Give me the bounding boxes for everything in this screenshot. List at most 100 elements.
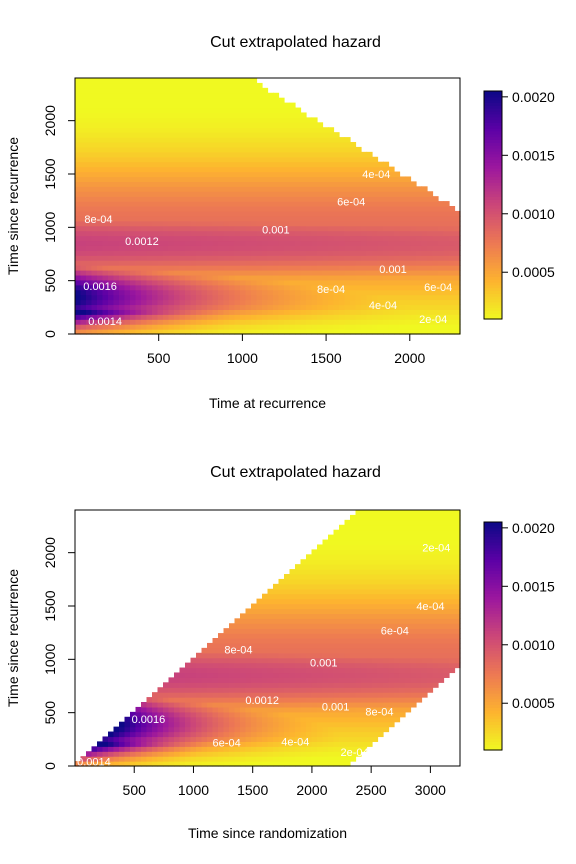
heatmap-cell xyxy=(141,92,148,99)
heatmap-cell xyxy=(135,201,142,207)
heatmap-cell xyxy=(339,255,346,261)
heatmap-cell xyxy=(333,721,340,728)
heatmap-cell xyxy=(174,741,181,747)
heatmap-cell xyxy=(157,692,164,698)
heatmap-cell xyxy=(366,274,373,281)
heatmap-cell xyxy=(75,151,82,158)
heatmap-cell xyxy=(317,324,324,330)
heatmap-cell xyxy=(262,137,269,143)
heatmap-cell xyxy=(295,107,302,114)
heatmap-cell xyxy=(267,201,274,207)
heatmap-cell xyxy=(240,171,247,178)
heatmap-cell xyxy=(267,682,274,688)
heatmap-cell xyxy=(141,294,148,301)
heatmap-cell xyxy=(344,137,351,143)
heatmap-cell xyxy=(256,304,263,310)
heatmap-cell xyxy=(311,215,318,222)
heatmap-cell xyxy=(75,166,82,173)
heatmap-cell xyxy=(152,87,159,94)
heatmap-cell xyxy=(454,284,461,291)
heatmap-cell xyxy=(190,692,197,698)
heatmap-cell xyxy=(311,166,318,173)
heatmap-cell xyxy=(152,102,159,109)
heatmap-cell xyxy=(262,721,269,728)
heatmap-cell xyxy=(322,618,329,624)
heatmap-cell xyxy=(284,215,291,222)
heatmap-cell xyxy=(300,225,307,232)
heatmap-cell xyxy=(262,593,269,600)
heatmap-cell xyxy=(207,304,214,310)
heatmap-cell xyxy=(234,146,241,153)
heatmap-cell xyxy=(223,260,230,266)
heatmap-cell xyxy=(102,176,109,182)
heatmap-cell xyxy=(278,741,285,747)
heatmap-cell xyxy=(190,309,197,315)
heatmap-cell xyxy=(245,230,252,237)
heatmap-cell xyxy=(366,741,373,747)
heatmap-cell xyxy=(152,756,159,762)
heatmap-cell xyxy=(80,191,87,197)
heatmap-cell xyxy=(245,102,252,109)
heatmap-cell xyxy=(383,603,390,610)
heatmap-cell xyxy=(399,657,406,664)
heatmap-cell xyxy=(223,255,230,261)
heatmap-cell xyxy=(218,751,225,757)
heatmap-cell xyxy=(130,756,137,762)
heatmap-cell xyxy=(399,314,406,320)
heatmap-cell xyxy=(196,756,203,762)
heatmap-cell xyxy=(196,294,203,301)
heatmap-cell xyxy=(344,702,351,708)
heatmap-cell xyxy=(130,220,137,227)
heatmap-cell xyxy=(361,692,368,698)
heatmap-cell xyxy=(207,274,214,281)
heatmap-cell xyxy=(454,220,461,227)
heatmap-cell xyxy=(399,672,406,678)
heatmap-cell xyxy=(300,215,307,222)
heatmap-cell xyxy=(383,196,390,202)
heatmap-cell xyxy=(229,201,236,207)
heatmap-cell xyxy=(394,603,401,610)
heatmap-cell xyxy=(333,299,340,306)
heatmap-cell xyxy=(295,161,302,168)
heatmap-cell xyxy=(174,279,181,286)
heatmap-cell xyxy=(179,726,186,733)
heatmap-cell xyxy=(91,142,98,148)
heatmap-cell xyxy=(377,539,384,546)
heatmap-cell xyxy=(212,92,219,99)
heatmap-cell xyxy=(97,112,104,118)
heatmap-cell xyxy=(196,240,203,246)
heatmap-cell xyxy=(339,706,346,713)
heatmap-cell xyxy=(245,299,252,306)
heatmap-cell xyxy=(256,127,263,133)
heatmap-cell xyxy=(91,751,98,757)
heatmap-cell xyxy=(267,191,274,197)
heatmap-cell xyxy=(399,539,406,546)
heatmap-cell xyxy=(163,741,170,747)
heatmap-cell xyxy=(410,250,417,256)
heatmap-cell xyxy=(190,319,197,325)
heatmap-cell xyxy=(245,613,252,619)
heatmap-cell xyxy=(311,319,318,325)
heatmap-cell xyxy=(157,102,164,109)
heatmap-cell xyxy=(179,220,186,227)
heatmap-cell xyxy=(234,87,241,94)
heatmap-cell xyxy=(229,329,236,335)
heatmap-cell xyxy=(289,588,296,595)
heatmap-cell xyxy=(80,270,87,276)
heatmap-cell xyxy=(124,191,131,197)
heatmap-cell xyxy=(102,274,109,281)
heatmap-cell xyxy=(245,726,252,733)
heatmap-cell xyxy=(399,250,406,256)
heatmap-cell xyxy=(311,329,318,335)
heatmap-cell xyxy=(174,677,181,683)
heatmap-cell xyxy=(262,751,269,757)
heatmap-cell xyxy=(240,255,247,261)
heatmap-cell xyxy=(130,82,137,89)
heatmap-cell xyxy=(234,171,241,178)
heatmap-cell xyxy=(119,255,126,261)
heatmap-cell xyxy=(201,721,208,728)
heatmap-cell xyxy=(339,608,346,614)
heatmap-cell xyxy=(405,196,412,202)
heatmap-cell xyxy=(163,166,170,173)
heatmap-cell xyxy=(361,514,368,521)
